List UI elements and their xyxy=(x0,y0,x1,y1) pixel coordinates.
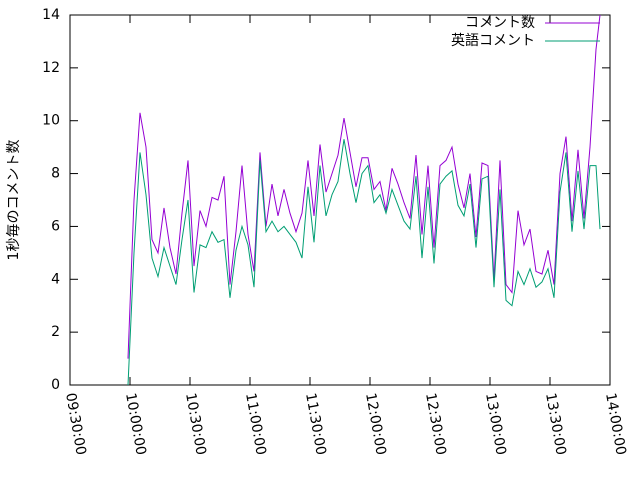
y-axis-label: 1秒毎のコメント数 xyxy=(6,140,22,261)
series-line xyxy=(127,14,601,359)
x-tick-label: 14:00:00 xyxy=(602,392,629,457)
plot-frame xyxy=(69,14,611,386)
y-tick-label: 8 xyxy=(51,166,60,182)
x-tick-label: 13:30:00 xyxy=(542,392,569,457)
y-tick-label: 2 xyxy=(51,324,60,340)
x-tick-label: 13:00:00 xyxy=(482,392,509,457)
legend-label: 英語コメント xyxy=(451,32,535,49)
series-line xyxy=(127,139,601,386)
legend-label: コメント数 xyxy=(465,15,535,31)
y-tick-label: 6 xyxy=(51,218,60,234)
x-tick-label: 12:00:00 xyxy=(362,392,389,457)
x-tick-label: 10:30:00 xyxy=(182,392,209,457)
x-tick-label: 10:00:00 xyxy=(122,392,149,457)
y-tick-label: 12 xyxy=(42,60,60,76)
y-tick-label: 4 xyxy=(51,271,60,287)
x-tick-label: 11:00:00 xyxy=(242,392,269,457)
y-tick-label: 0 xyxy=(51,377,60,393)
x-tick-label: 09:30:00 xyxy=(62,392,89,457)
y-tick-label: 14 xyxy=(42,7,60,23)
y-tick-label: 10 xyxy=(42,113,60,129)
x-tick-label: 11:30:00 xyxy=(302,392,329,457)
x-tick-label: 12:30:00 xyxy=(422,392,449,457)
